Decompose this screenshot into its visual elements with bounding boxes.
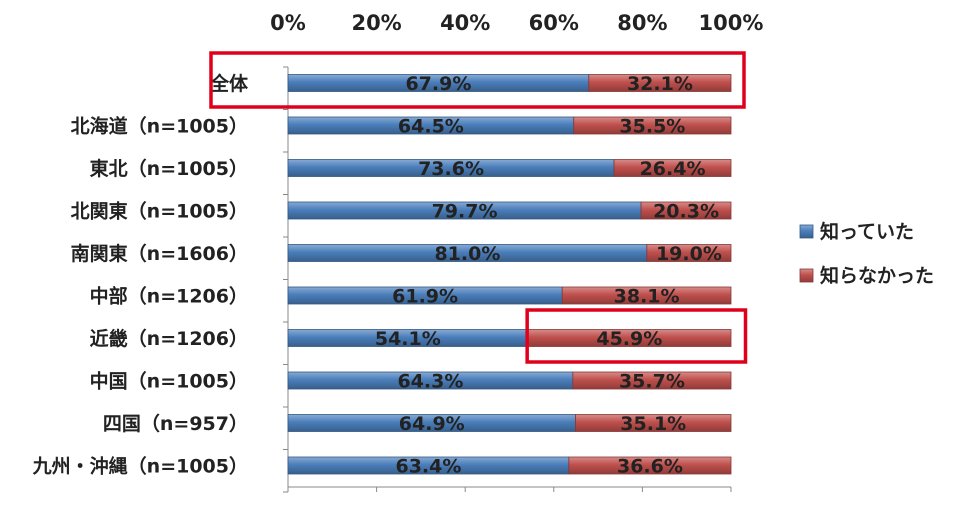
data-label: 64.3% [397,371,463,393]
data-label: 35.5% [619,116,685,138]
bar-segment [575,414,732,432]
data-label: 81.0% [434,243,500,265]
data-label: 73.6% [418,158,484,180]
data-label: 35.1% [620,413,686,435]
legend-swatch [799,224,814,239]
highlight-box [209,51,746,109]
category-label: 四国（n=957） [103,412,248,435]
data-label: 63.4% [395,456,461,478]
bar-segment [573,116,732,135]
data-label: 35.7% [619,371,685,393]
legend-label: 知っていた [820,220,914,243]
bar-segment [646,244,732,262]
bar-segment [613,159,732,177]
data-label: 54.1% [375,328,441,350]
category-label: 中国（n=1005） [90,370,248,393]
data-label: 61.9% [392,286,458,308]
category-label: 南関東（n=1606） [71,242,248,265]
bar-segment [572,371,732,390]
data-label: 64.5% [398,116,464,138]
legend-swatch [799,268,814,283]
bar-segment [640,201,732,220]
legend-label: 知らなかった [820,264,934,287]
data-label: 38.1% [614,286,680,308]
x-tick-label: 20% [351,11,401,35]
x-tick-label: 0% [270,11,306,35]
data-label: 36.6% [617,456,683,478]
x-tick-label: 100% [699,11,764,35]
data-label: 19.0% [656,243,722,265]
data-label: 26.4% [640,158,706,180]
data-label: 45.9% [596,328,662,350]
data-label: 79.7% [432,201,498,223]
data-label: 20.3% [653,201,719,223]
category-label: 九州・沖縄（n=1005） [32,455,248,478]
x-tick-label: 40% [440,11,490,35]
data-label: 67.9% [405,73,471,95]
category-label: 東北（n=1005） [90,157,248,180]
category-label: 北海道（n=1005） [71,115,248,138]
category-label: 近畿（n=1206） [90,327,248,350]
x-tick-label: 80% [617,11,667,35]
bar-segment [568,456,732,475]
bar-segment [561,286,732,305]
highlight-box [525,308,748,364]
data-label: 32.1% [627,73,693,95]
category-label: 北関東（n=1005） [71,200,248,223]
bar-segment [588,74,732,92]
data-label: 64.9% [399,413,465,435]
category-label: 全体 [209,72,249,95]
x-tick-label: 60% [529,11,579,35]
category-label: 中部（n=1206） [90,285,248,308]
